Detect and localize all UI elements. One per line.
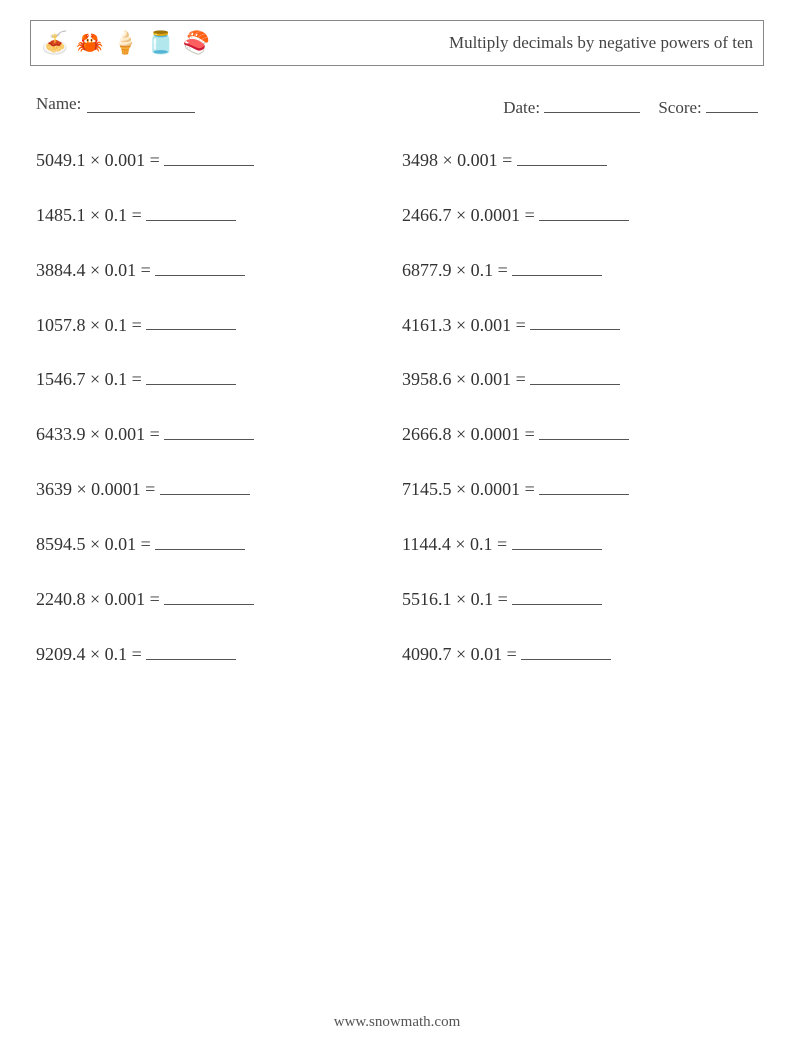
operand-b: 0.1: [105, 314, 128, 334]
operand-b: 0.001: [105, 589, 146, 609]
operand-a: 5049.1: [36, 150, 86, 170]
problem: 2666.8 × 0.0001 =: [402, 420, 758, 445]
operand-b: 0.001: [457, 150, 498, 170]
problem: 1546.7 × 0.1 =: [36, 365, 392, 390]
answer-blank[interactable]: [539, 201, 629, 221]
operand-b: 0.0001: [471, 479, 521, 499]
operand-b: 0.1: [105, 205, 128, 225]
date-blank[interactable]: [544, 94, 640, 113]
problem: 3498 × 0.001 =: [402, 146, 758, 171]
answer-blank[interactable]: [164, 146, 254, 166]
operand-a: 6433.9: [36, 424, 86, 444]
sushi-icon: 🍣: [183, 32, 210, 54]
footer-url: www.snowmath.com: [0, 1014, 794, 1031]
operand-a: 3958.6: [402, 369, 452, 389]
operand-a: 1485.1: [36, 205, 86, 225]
operand-a: 2240.8: [36, 589, 86, 609]
answer-blank[interactable]: [155, 256, 245, 276]
problem: 5049.1 × 0.001 =: [36, 146, 392, 171]
answer-blank[interactable]: [512, 256, 602, 276]
problem: 6877.9 × 0.1 =: [402, 256, 758, 281]
operand-b: 0.001: [105, 150, 146, 170]
operand-b: 0.1: [105, 369, 128, 389]
answer-blank[interactable]: [146, 640, 236, 660]
operand-b: 0.001: [471, 369, 512, 389]
answer-blank[interactable]: [530, 311, 620, 331]
date-label: Date:: [503, 98, 540, 117]
operand-a: 1057.8: [36, 314, 86, 334]
problem: 7145.5 × 0.0001 =: [402, 475, 758, 500]
name-label: Name:: [36, 94, 81, 118]
answer-blank[interactable]: [164, 420, 254, 440]
icecream-icon: 🍦: [112, 32, 139, 54]
operand-a: 3639: [36, 479, 72, 499]
info-row: Name: Date: Score:: [36, 94, 758, 118]
header-box: 🍝 🦀 🍦 🫙 🍣 Multiply decimals by negative …: [30, 20, 764, 66]
operand-a: 3884.4: [36, 260, 86, 280]
problem: 2240.8 × 0.001 =: [36, 585, 392, 610]
problem: 2466.7 × 0.0001 =: [402, 201, 758, 226]
operand-a: 2466.7: [402, 205, 452, 225]
problem: 4161.3 × 0.001 =: [402, 311, 758, 336]
operand-b: 0.01: [105, 534, 137, 554]
problem: 6433.9 × 0.001 =: [36, 420, 392, 445]
answer-blank[interactable]: [146, 311, 236, 331]
operand-b: 0.1: [471, 589, 494, 609]
answer-blank[interactable]: [512, 585, 602, 605]
worksheet-title: Multiply decimals by negative powers of …: [449, 33, 753, 53]
operand-a: 9209.4: [36, 644, 86, 664]
answer-blank[interactable]: [530, 365, 620, 385]
problem: 9209.4 × 0.1 =: [36, 640, 392, 665]
answer-blank[interactable]: [160, 475, 250, 495]
operand-b: 0.0001: [91, 479, 141, 499]
score-blank[interactable]: [706, 94, 758, 113]
problem: 8594.5 × 0.01 =: [36, 530, 392, 555]
operand-a: 6877.9: [402, 260, 452, 280]
operand-a: 5516.1: [402, 589, 452, 609]
operand-a: 8594.5: [36, 534, 86, 554]
problem: 3639 × 0.0001 =: [36, 475, 392, 500]
operand-b: 0.1: [105, 644, 128, 664]
operand-b: 0.01: [105, 260, 137, 280]
answer-blank[interactable]: [539, 475, 629, 495]
operand-a: 1144.4: [402, 534, 451, 554]
operand-a: 1546.7: [36, 369, 86, 389]
operand-b: 0.001: [471, 314, 512, 334]
score-label: Score:: [658, 98, 701, 117]
operand-a: 3498: [402, 150, 438, 170]
operand-b: 0.1: [470, 534, 493, 554]
operand-b: 0.0001: [471, 424, 521, 444]
jar-icon: 🫙: [147, 32, 174, 54]
problem: 1144.4 × 0.1 =: [402, 530, 758, 555]
answer-blank[interactable]: [146, 201, 236, 221]
operand-a: 4161.3: [402, 314, 452, 334]
answer-blank[interactable]: [146, 365, 236, 385]
header-icons: 🍝 🦀 🍦 🫙 🍣: [41, 32, 210, 54]
operand-a: 7145.5: [402, 479, 452, 499]
operand-a: 2666.8: [402, 424, 452, 444]
operand-b: 0.001: [105, 424, 146, 444]
problem: 5516.1 × 0.1 =: [402, 585, 758, 610]
answer-blank[interactable]: [521, 640, 611, 660]
problem: 3958.6 × 0.001 =: [402, 365, 758, 390]
answer-blank[interactable]: [517, 146, 607, 166]
crab-icon: 🦀: [76, 32, 103, 54]
problem: 3884.4 × 0.01 =: [36, 256, 392, 281]
answer-blank[interactable]: [539, 420, 629, 440]
operand-b: 0.1: [471, 260, 494, 280]
operand-a: 4090.7: [402, 644, 452, 664]
answer-blank[interactable]: [164, 585, 254, 605]
problem: 1057.8 × 0.1 =: [36, 311, 392, 336]
problem: 1485.1 × 0.1 =: [36, 201, 392, 226]
pasta-icon: 🍝: [41, 32, 68, 54]
operand-b: 0.0001: [471, 205, 521, 225]
answer-blank[interactable]: [155, 530, 245, 550]
name-blank[interactable]: [87, 94, 195, 113]
answer-blank[interactable]: [512, 530, 602, 550]
operand-b: 0.01: [471, 644, 503, 664]
problem: 4090.7 × 0.01 =: [402, 640, 758, 665]
problems-grid: 5049.1 × 0.001 = 3498 × 0.001 = 1485.1 ×…: [36, 146, 758, 665]
